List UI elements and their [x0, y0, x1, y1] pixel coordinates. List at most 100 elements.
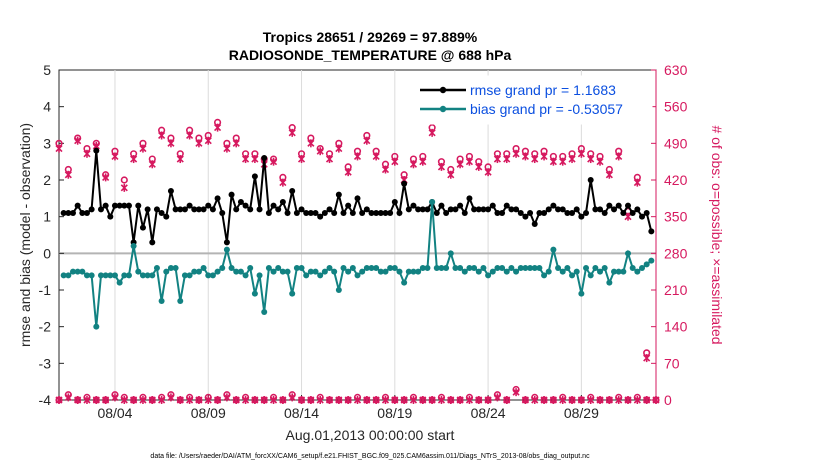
bias-point	[508, 265, 515, 271]
bias-point	[559, 268, 566, 275]
obs-bottom-assimilated-point	[335, 396, 343, 404]
obs-bottom-assimilated-point	[83, 396, 91, 404]
bias-point	[499, 265, 506, 271]
obs-bottom-assimilated-point	[139, 396, 147, 404]
rmse-point	[401, 180, 408, 187]
bias-point	[144, 272, 151, 279]
bias-point	[312, 268, 319, 275]
rmse-point	[135, 202, 142, 209]
obs-count-layer	[55, 118, 660, 404]
bias-point	[601, 265, 608, 271]
x-tick-label: 08/04	[97, 405, 132, 421]
bias-point	[471, 265, 478, 271]
rmse-point	[480, 206, 487, 213]
rmse-point	[163, 213, 170, 220]
obs-bottom-assimilated-point	[605, 396, 613, 404]
rmse-point	[321, 210, 328, 216]
rmse-point	[88, 206, 95, 213]
obs-bottom-assimilated-point	[465, 396, 474, 404]
obs-assimilated-point	[120, 183, 128, 192]
obs-bottom-assimilated-point	[409, 396, 418, 404]
bias-point	[195, 268, 202, 275]
rmse-point	[410, 202, 417, 209]
bias-point	[382, 268, 389, 275]
obs-bottom-assimilated-point	[624, 396, 632, 404]
bias-point	[228, 265, 235, 271]
chart-title: Tropics 28651 / 29269 = 97.889%	[263, 29, 478, 45]
rmse-point	[303, 210, 310, 216]
bias-point	[65, 272, 72, 279]
legend-rmse-marker	[439, 86, 447, 94]
obs-bottom-assimilated-point	[643, 396, 651, 404]
rmse-point	[396, 210, 403, 216]
rmse-point	[191, 206, 198, 213]
rmse-point	[443, 210, 450, 216]
bias-point	[307, 268, 314, 275]
bias-point	[191, 268, 198, 275]
rmse-point	[251, 173, 258, 180]
bias-point	[256, 272, 263, 279]
rmse-point	[536, 210, 543, 216]
obs-assimilated-point	[214, 123, 222, 132]
obs-assimilated-point	[297, 155, 306, 164]
obs-bottom-assimilated-point	[251, 396, 259, 404]
bias-point	[349, 265, 356, 271]
rmse-point	[279, 199, 286, 205]
bias-point	[648, 257, 655, 264]
y-right-tick-label: 280	[664, 245, 688, 261]
bias-point	[555, 265, 562, 271]
rmse-point	[592, 206, 599, 213]
rmse-point	[153, 206, 160, 213]
bias-point	[443, 265, 450, 271]
bias-point	[130, 243, 137, 249]
rmse-point	[349, 210, 356, 216]
bias-point	[564, 265, 571, 271]
obs-assimilated-point	[353, 152, 362, 161]
bias-point	[578, 290, 585, 297]
rmse-point	[345, 202, 352, 209]
rmse-point	[433, 210, 440, 216]
obs-assimilated-point	[587, 155, 595, 164]
bias-point	[205, 272, 212, 279]
rmse-point	[531, 221, 538, 227]
bias-point	[214, 268, 221, 275]
obs-assimilated-point	[158, 131, 166, 140]
rmse-point	[587, 177, 594, 183]
bias-point	[569, 272, 576, 279]
rmse-point	[60, 210, 67, 216]
y-right-tick-label: 350	[664, 209, 688, 225]
rmse-point	[639, 213, 646, 220]
bias-point	[60, 272, 67, 279]
rmse-point	[382, 210, 389, 216]
y-axis-label-right: # of obs: o=possible; ×=assimilated	[709, 125, 725, 344]
bias-point	[172, 265, 179, 271]
rmse-point	[331, 210, 338, 216]
obs-assimilated-point	[568, 155, 576, 164]
obs-assimilated-point	[437, 162, 446, 171]
obs-assimilated-point	[288, 128, 296, 137]
rmse-point	[261, 155, 268, 161]
obs-assimilated-point	[409, 160, 418, 169]
rmse-point	[489, 202, 496, 209]
bias-point	[573, 268, 580, 275]
obs-assimilated-point	[241, 155, 250, 164]
obs-assimilated-point	[167, 139, 175, 148]
rmse-point	[116, 202, 123, 209]
obs-assimilated-point	[540, 152, 548, 161]
bias-point	[74, 268, 81, 275]
x-axis: 08/04 08/09 08/14 08/19 08/24 08/29	[97, 395, 599, 421]
obs-bottom-assimilated-point	[475, 396, 483, 404]
obs-possible-point	[120, 176, 128, 184]
bias-point	[111, 272, 118, 279]
rmse-point	[205, 202, 212, 209]
bias-point	[545, 268, 552, 275]
bias-point	[377, 268, 384, 275]
obs-bottom-assimilated-point	[549, 396, 557, 404]
bias-point	[396, 268, 403, 275]
rmse-point	[79, 210, 86, 216]
obs-assimilated-point	[419, 157, 427, 166]
bias-point	[340, 265, 347, 271]
bias-point	[289, 290, 296, 297]
obs-assimilated-point	[465, 157, 474, 166]
bias-point	[102, 272, 109, 279]
